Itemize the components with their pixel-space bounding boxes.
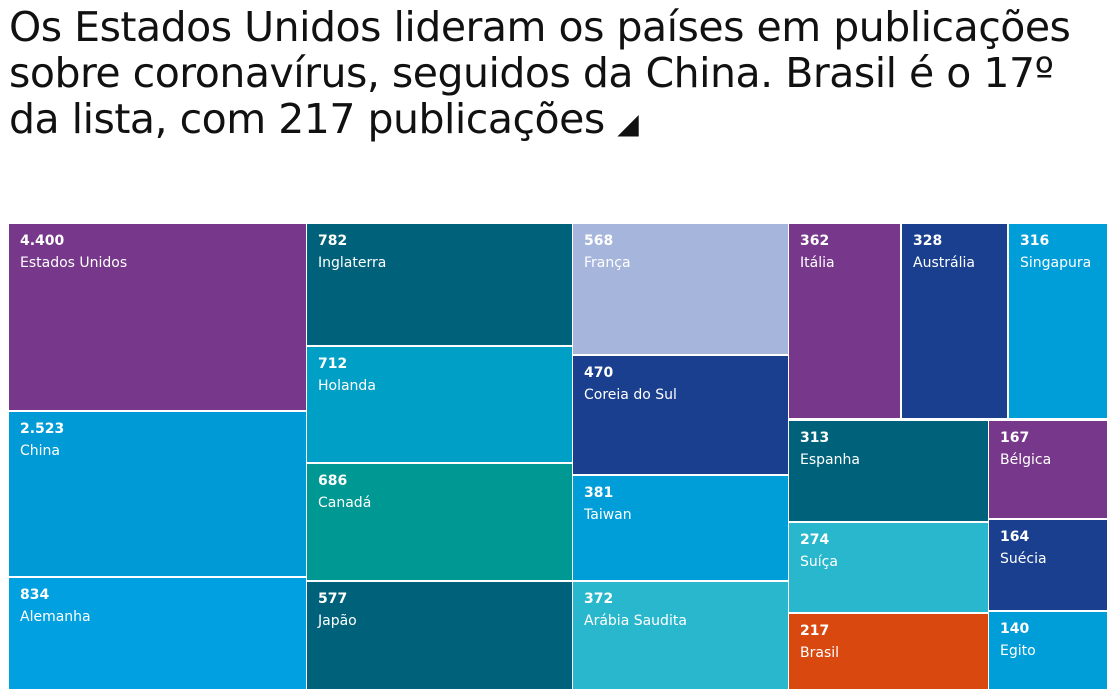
treemap-cell: 274 Suíça: [789, 523, 988, 612]
cell-country-label: Suíça: [800, 554, 838, 570]
cell-value-label: 2.523: [20, 421, 65, 437]
cell-country-label: Brasil: [800, 645, 840, 661]
treemap-cell: 4.400 Estados Unidos: [9, 224, 306, 410]
treemap-cell: 381 Taiwan: [573, 476, 788, 580]
cell-value-label: 217: [800, 623, 830, 639]
cell-country-label: Austrália: [913, 255, 975, 271]
treemap-cell: 328 Austrália: [902, 224, 1007, 418]
treemap-cell: 217 Brasil: [789, 614, 988, 689]
treemap-cell: 167 Bélgica: [989, 421, 1107, 518]
cell-country-label: Bélgica: [1000, 452, 1052, 468]
cell-value-label: 782: [318, 233, 348, 249]
cell-country-label: Holanda: [318, 378, 376, 394]
cell-country-label: Itália: [800, 255, 835, 271]
cell-value-label: 362: [800, 233, 830, 249]
triangle-corner-icon: ◢: [617, 107, 639, 140]
cell-value-label: 686: [318, 473, 348, 489]
cell-country-label: Coreia do Sul: [584, 387, 677, 403]
treemap-cell: 140 Egito: [989, 612, 1107, 689]
cell-country-label: Espanha: [800, 452, 860, 468]
cell-value-label: 274: [800, 532, 830, 548]
treemap-cell: 712 Holanda: [307, 347, 572, 462]
cell-value-label: 313: [800, 430, 830, 446]
cell-country-label: Egito: [1000, 643, 1036, 659]
chart-title: Os Estados Unidos lideram os países em p…: [9, 4, 1109, 147]
cell-value-label: 316: [1020, 233, 1050, 249]
treemap-cell: 686 Canadá: [307, 464, 572, 580]
chart-title-text: Os Estados Unidos lideram os países em p…: [9, 3, 1071, 143]
cell-country-label: Inglaterra: [318, 255, 387, 271]
treemap-cell: 834 Alemanha: [9, 578, 306, 689]
cell-country-label: Estados Unidos: [20, 255, 128, 271]
cell-value-label: 164: [1000, 529, 1030, 545]
treemap-cell: 568 França: [573, 224, 788, 354]
treemap-cell: 2.523 China: [9, 412, 306, 576]
treemap-cell: 313 Espanha: [789, 421, 988, 521]
cell-value-label: 372: [584, 591, 614, 607]
cell-country-label: China: [20, 443, 60, 459]
cell-country-label: França: [584, 255, 631, 271]
treemap-cell: 362 Itália: [789, 224, 900, 418]
cell-value-label: 577: [318, 591, 348, 607]
cell-value-label: 712: [318, 356, 348, 372]
treemap-cell: 372 Arábia Saudita: [573, 582, 788, 689]
treemap-cell: 316 Singapura: [1009, 224, 1107, 418]
treemap-cell: 470 Coreia do Sul: [573, 356, 788, 474]
cell-value-label: 568: [584, 233, 614, 249]
cell-country-label: Canadá: [318, 495, 372, 511]
cell-country-label: Japão: [318, 613, 357, 629]
cell-value-label: 4.400: [20, 233, 65, 249]
cell-value-label: 167: [1000, 430, 1030, 446]
cell-country-label: Singapura: [1020, 255, 1092, 271]
cell-country-label: Arábia Saudita: [584, 613, 687, 629]
cell-value-label: 470: [584, 365, 614, 381]
cell-country-label: Suécia: [1000, 551, 1047, 567]
cell-value-label: 328: [913, 233, 943, 249]
cell-value-label: 140: [1000, 621, 1030, 637]
cell-country-label: Taiwan: [584, 507, 632, 523]
treemap-cell: 577 Japão: [307, 582, 572, 689]
cell-value-label: 381: [584, 485, 614, 501]
treemap-cell: 782 Inglaterra: [307, 224, 572, 345]
cell-value-label: 834: [20, 587, 50, 603]
cell-country-label: Alemanha: [20, 609, 91, 625]
treemap-cell: 164 Suécia: [989, 520, 1107, 610]
